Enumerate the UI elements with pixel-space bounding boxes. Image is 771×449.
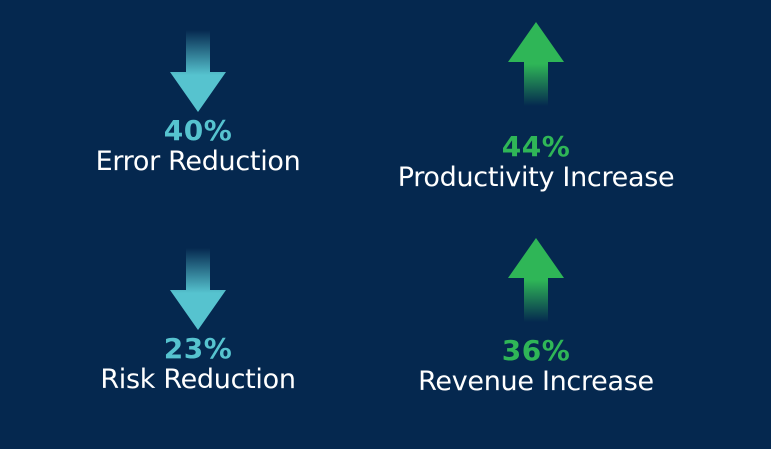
stat-value: 40% <box>163 114 233 147</box>
stat-risk-reduction: 23% Risk Reduction <box>28 248 368 396</box>
arrow-up-icon <box>506 22 566 132</box>
stat-revenue-increase: 36% Revenue Increase <box>366 238 706 398</box>
stat-value: 44% <box>501 130 571 163</box>
arrow-up-icon <box>506 238 566 336</box>
stat-value: 36% <box>501 334 571 367</box>
stat-label: Error Reduction <box>95 146 301 177</box>
stat-value: 23% <box>163 332 233 365</box>
stat-productivity-increase: 44% Productivity Increase <box>366 22 706 194</box>
arrow-down-icon <box>168 248 228 334</box>
stat-label: Productivity Increase <box>397 162 675 193</box>
stat-label: Risk Reduction <box>100 364 296 395</box>
stat-label: Revenue Increase <box>418 366 654 397</box>
stat-error-reduction: 40% Error Reduction <box>28 30 368 178</box>
arrow-down-icon <box>168 30 228 116</box>
